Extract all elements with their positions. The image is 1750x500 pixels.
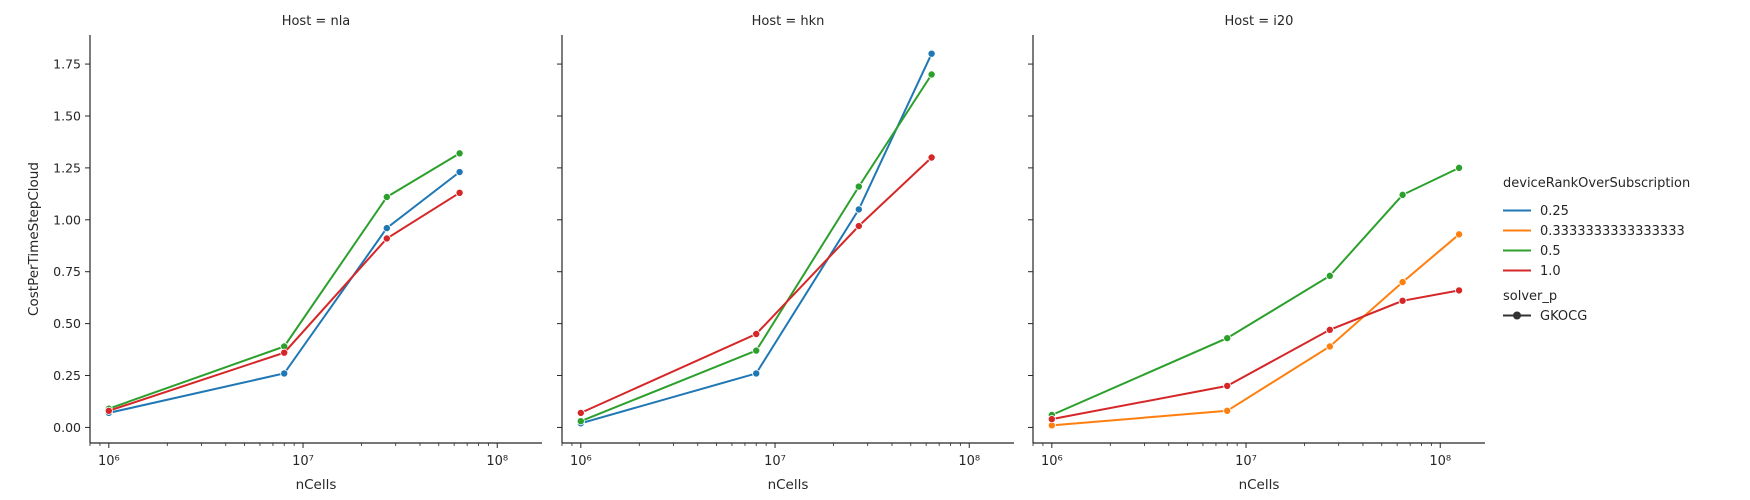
series-line [1051,289,1460,421]
data-point [1398,190,1407,199]
series-line [108,152,461,410]
y-tick-label: 0.50 [53,316,81,331]
data-point [752,346,761,355]
data-point [455,188,464,197]
x-axis-label: nCells [768,477,809,493]
y-tick-label: 0.25 [53,368,81,383]
data-point [1223,381,1232,390]
legend-label: 0.25 [1540,204,1569,219]
data-point [927,153,936,162]
legend-label: 0.3333333333333333 [1540,224,1685,239]
data-point [280,348,289,357]
panel-1: Host = nla 0.00 0.25 0.50 0.75 1.00 1.25 1.50 1.… [26,14,542,493]
data-point [280,369,289,378]
legend-item: 0.25 [1503,204,1569,219]
data-point [576,417,585,426]
data-point [576,408,585,417]
x-axis-label: nCells [1239,477,1280,493]
series-0.25 [104,168,464,417]
series-line [108,171,461,414]
y-tick-label: 0.00 [53,420,81,435]
data-point [1223,406,1232,415]
x-tick-label: 10⁶ [1041,454,1063,469]
x-tick-label: 10⁶ [570,454,592,469]
legend-label: 0.5 [1540,244,1561,259]
legend-title-hue: deviceRankOverSubscription [1503,176,1690,191]
y-axis-label: CostPerTimeStepCloud [26,162,42,316]
legend-item: GKOCG [1503,309,1587,324]
series-1.0 [1047,286,1464,424]
series-line [580,53,933,425]
legend-item: 0.3333333333333333 [1503,224,1685,239]
data-point [1455,286,1464,295]
panel-title: Host = hkn [752,14,825,29]
x-tick-label: 10⁷ [764,454,786,469]
y-tick-label: 1.25 [53,160,81,175]
data-point [1325,271,1334,280]
data-point [752,369,761,378]
data-point [927,70,936,79]
series-0.25 [576,49,936,428]
series-1.0 [104,188,464,415]
data-point [382,224,391,233]
x-tick-label: 10⁸ [486,454,508,469]
panel-title: Host = nla [282,14,351,29]
data-point [927,49,936,58]
legend-marker [1513,311,1521,320]
panel-title: Host = i20 [1225,14,1294,29]
y-tick-label: 0.75 [53,264,81,279]
data-point [1047,415,1056,424]
x-axis-label: nCells [296,477,337,493]
legend-title-style: solver_p [1503,289,1557,304]
legend-item: 1.0 [1503,264,1561,279]
data-point [455,168,464,177]
data-point [104,406,113,415]
data-point [1455,163,1464,172]
data-point [1398,296,1407,305]
data-point [854,205,863,214]
data-point [1325,342,1334,351]
data-point [382,234,391,243]
series-0.5 [576,70,936,426]
y-tick-label: 1.00 [53,212,81,227]
series-line [580,156,933,414]
series-line [1051,233,1460,427]
series-line [580,73,933,423]
series-1.0 [576,153,936,417]
x-tick-label: 10⁸ [1429,454,1451,469]
x-tick-label: 10⁷ [292,454,314,469]
legend-label: 1.0 [1540,264,1561,279]
data-point [1398,278,1407,287]
series-0.5 [1047,163,1464,419]
panel-2: Host = hkn 10⁶ 10⁷ 10⁸ nCells [557,14,1014,493]
y-tick-label: 1.75 [53,57,81,72]
data-point [1325,325,1334,334]
data-point [752,329,761,338]
data-point [382,192,391,201]
data-point [1455,230,1464,239]
x-tick-label: 10⁶ [98,454,120,469]
x-tick-label: 10⁷ [1235,454,1257,469]
legend: deviceRankOverSubscription 0.25 0.33333333… [1503,176,1690,324]
data-point [455,149,464,158]
series-line [1051,166,1460,416]
y-tick-label: 1.50 [53,108,81,123]
data-point [854,222,863,231]
x-tick-label: 10⁸ [958,454,980,469]
series-line [108,191,461,412]
series-0.3333333333333333 [1047,230,1464,430]
legend-label: GKOCG [1540,309,1587,324]
panel-3: Host = i20 10⁶ 10⁷ 10⁸ nCells [1028,14,1485,493]
data-point [854,182,863,191]
data-point [1223,334,1232,343]
legend-item: 0.5 [1503,244,1561,259]
